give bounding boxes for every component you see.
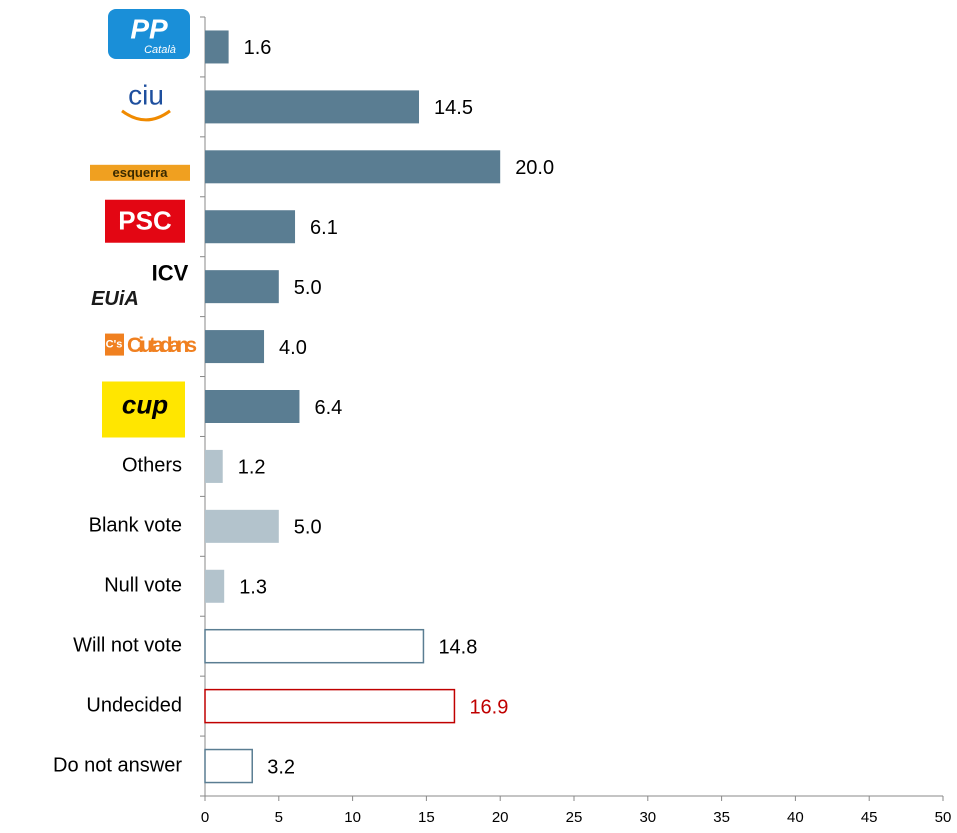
value-label: 6.4	[314, 397, 342, 419]
bar	[205, 150, 501, 184]
x-tick-label: 35	[713, 809, 730, 826]
value-label: 14.8	[438, 636, 477, 658]
x-tick-label: 25	[566, 809, 583, 826]
bar	[204, 688, 456, 724]
value-label: 4.0	[279, 337, 307, 359]
logo	[105, 333, 124, 356]
value-label: 1.6	[244, 37, 272, 59]
value-label: 14.5	[434, 97, 473, 119]
bar	[205, 30, 229, 64]
value-label: 1.3	[239, 577, 267, 599]
x-tick-label: 5	[275, 809, 283, 826]
bar	[205, 270, 279, 304]
x-tick-label: 50	[935, 809, 952, 826]
logo	[102, 381, 185, 438]
logo	[121, 109, 171, 122]
category-label: PSC	[118, 206, 172, 236]
x-tick-label: 15	[418, 809, 435, 826]
bar	[205, 569, 225, 603]
value-label: 3.2	[267, 756, 295, 778]
category-label: esquerra	[113, 165, 169, 180]
bar	[205, 90, 420, 124]
value-label: 1.2	[238, 457, 266, 479]
logo	[90, 164, 190, 181]
bar	[205, 390, 300, 423]
value-label: 20.0	[515, 157, 554, 179]
value-label: 5.0	[294, 517, 322, 539]
bar	[204, 628, 425, 664]
x-tick-label: 10	[344, 809, 361, 826]
bar	[205, 210, 296, 244]
category-label: Ciutadans	[127, 334, 197, 357]
x-tick-label: 20	[492, 809, 509, 826]
logo	[108, 8, 190, 59]
category-label: Blank vote	[89, 515, 182, 537]
bar	[205, 330, 265, 364]
category-label: Others	[122, 455, 182, 477]
category-label: Undecided	[86, 694, 182, 716]
category-sublabel: EUiA	[91, 288, 139, 310]
bar	[205, 449, 223, 483]
value-label: 16.9	[469, 696, 508, 718]
x-tick-label: 40	[787, 809, 804, 826]
x-tick-label: 0	[201, 809, 209, 826]
category-label: ICV	[152, 260, 189, 285]
x-tick-label: 45	[861, 809, 878, 826]
bar	[204, 748, 253, 784]
category-label: Do not answer	[53, 754, 182, 776]
category-label: cup	[122, 389, 168, 419]
category-label: Null vote	[104, 575, 182, 597]
x-tick-label: 30	[639, 809, 656, 826]
bar	[205, 509, 279, 543]
category-sublabel: C's	[106, 338, 123, 350]
logo	[105, 199, 185, 243]
value-label: 5.0	[294, 277, 322, 299]
category-label: ciu	[128, 79, 164, 110]
category-sublabel: Català	[144, 44, 176, 56]
category-label: Will not vote	[73, 634, 182, 656]
value-label: 6.1	[310, 217, 338, 239]
category-label: PP	[130, 13, 168, 44]
